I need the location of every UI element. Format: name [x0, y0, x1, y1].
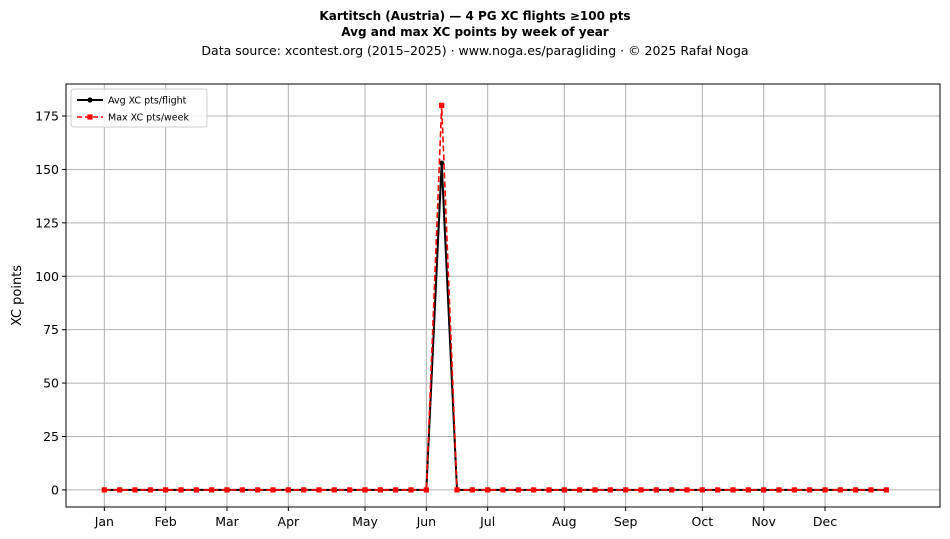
- series-point-2: [500, 487, 506, 493]
- legend-swatch-marker: [87, 97, 93, 103]
- x-tick-label: Oct: [692, 514, 714, 529]
- series-point-2: [393, 487, 399, 493]
- series-point-2: [316, 487, 322, 493]
- y-tick-label: 100: [35, 269, 59, 284]
- series-point-2: [377, 487, 383, 493]
- x-tick-label: May: [352, 514, 378, 529]
- y-tick-label: 25: [43, 429, 59, 444]
- series-point-2: [546, 487, 552, 493]
- x-tick-label: Mar: [215, 514, 239, 529]
- plot-frame: [65, 83, 941, 508]
- series-point-2: [730, 487, 736, 493]
- series-point-2: [423, 487, 429, 493]
- series-point-2: [883, 487, 889, 493]
- series-point-2: [132, 487, 138, 493]
- y-tick-label: 125: [35, 215, 59, 230]
- y-tick-label: 0: [51, 482, 59, 497]
- series-point-2: [469, 487, 475, 493]
- legend: Avg XC pts/flight Max XC pts/week: [70, 88, 208, 128]
- series-point-2: [347, 487, 353, 493]
- series-point-2: [853, 487, 859, 493]
- series-point-2: [301, 487, 307, 493]
- x-tick-label: Sep: [614, 514, 638, 529]
- series-point-2: [163, 487, 169, 493]
- series-point-2: [791, 487, 797, 493]
- x-tick-label: Apr: [278, 514, 300, 529]
- series-point-2: [607, 487, 613, 493]
- series-point-2: [868, 487, 874, 493]
- series-point-2: [408, 487, 414, 493]
- y-tick-label: 75: [43, 322, 59, 337]
- data-source-note: Data source: xcontest.org (2015–2025) · …: [201, 43, 749, 58]
- series-point-2: [761, 487, 767, 493]
- grid-lines: [66, 84, 940, 507]
- series-point-2: [577, 487, 583, 493]
- series-point-2: [239, 487, 245, 493]
- series-point-2: [669, 487, 675, 493]
- chart-title: Kartitsch (Austria) — 4 PG XC flights ≥1…: [319, 9, 631, 23]
- legend-label: Avg XC pts/flight: [108, 96, 187, 107]
- series-point-2: [531, 487, 537, 493]
- series-point-2: [439, 102, 445, 108]
- series-point-2: [193, 487, 199, 493]
- series-point-2: [561, 487, 567, 493]
- series-point-2: [653, 487, 659, 493]
- x-tick-label: Jun: [416, 514, 437, 529]
- chart-subtitle: Avg and max XC points by week of year: [341, 25, 609, 39]
- series-point-2: [485, 487, 491, 493]
- x-tick-label: Jul: [479, 514, 495, 529]
- series-line-1: [104, 162, 887, 491]
- series-point-2: [255, 487, 261, 493]
- y-axis-label: XC points: [10, 265, 25, 326]
- series-point-2: [837, 487, 843, 493]
- series-point-2: [684, 487, 690, 493]
- series-point-2: [147, 487, 153, 493]
- series-point-2: [699, 487, 705, 493]
- series-point-2: [209, 487, 215, 493]
- axis-ticks: 0 25 50 75 100 125 150 175 Jan Feb Mar Apr May Jun Jul…: [35, 109, 837, 529]
- legend-label: Max XC pts/week: [108, 113, 189, 124]
- series-point-2: [592, 487, 598, 493]
- series-point-2: [715, 487, 721, 493]
- series-point-2: [362, 487, 368, 493]
- series-point-2: [638, 487, 644, 493]
- series-point-2: [178, 487, 184, 493]
- series-point-2: [623, 487, 629, 493]
- series-point-2: [331, 487, 337, 493]
- series-point-2: [454, 487, 460, 493]
- series-point-2: [101, 487, 107, 493]
- y-tick-label: 175: [35, 109, 59, 124]
- series-point-2: [776, 487, 782, 493]
- y-tick-label: 150: [35, 162, 59, 177]
- x-tick-label: Feb: [155, 514, 177, 529]
- x-tick-label: Dec: [813, 514, 837, 529]
- x-tick-label: Aug: [552, 514, 576, 529]
- series-layer: [101, 102, 889, 493]
- series-point-2: [807, 487, 813, 493]
- series-point-2: [270, 487, 276, 493]
- series-point-2: [117, 487, 123, 493]
- series-point-2: [224, 487, 230, 493]
- legend-box: [70, 88, 208, 128]
- legend-swatch-marker: [87, 114, 93, 120]
- series-point-2: [745, 487, 751, 493]
- y-tick-label: 50: [43, 376, 59, 391]
- series-point-2: [822, 487, 828, 493]
- series-point-2: [515, 487, 521, 493]
- series-point-2: [285, 487, 291, 493]
- series-line-2: [104, 104, 887, 491]
- series-point-1: [439, 160, 445, 166]
- x-tick-label: Jan: [94, 514, 114, 529]
- x-tick-label: Nov: [751, 514, 776, 529]
